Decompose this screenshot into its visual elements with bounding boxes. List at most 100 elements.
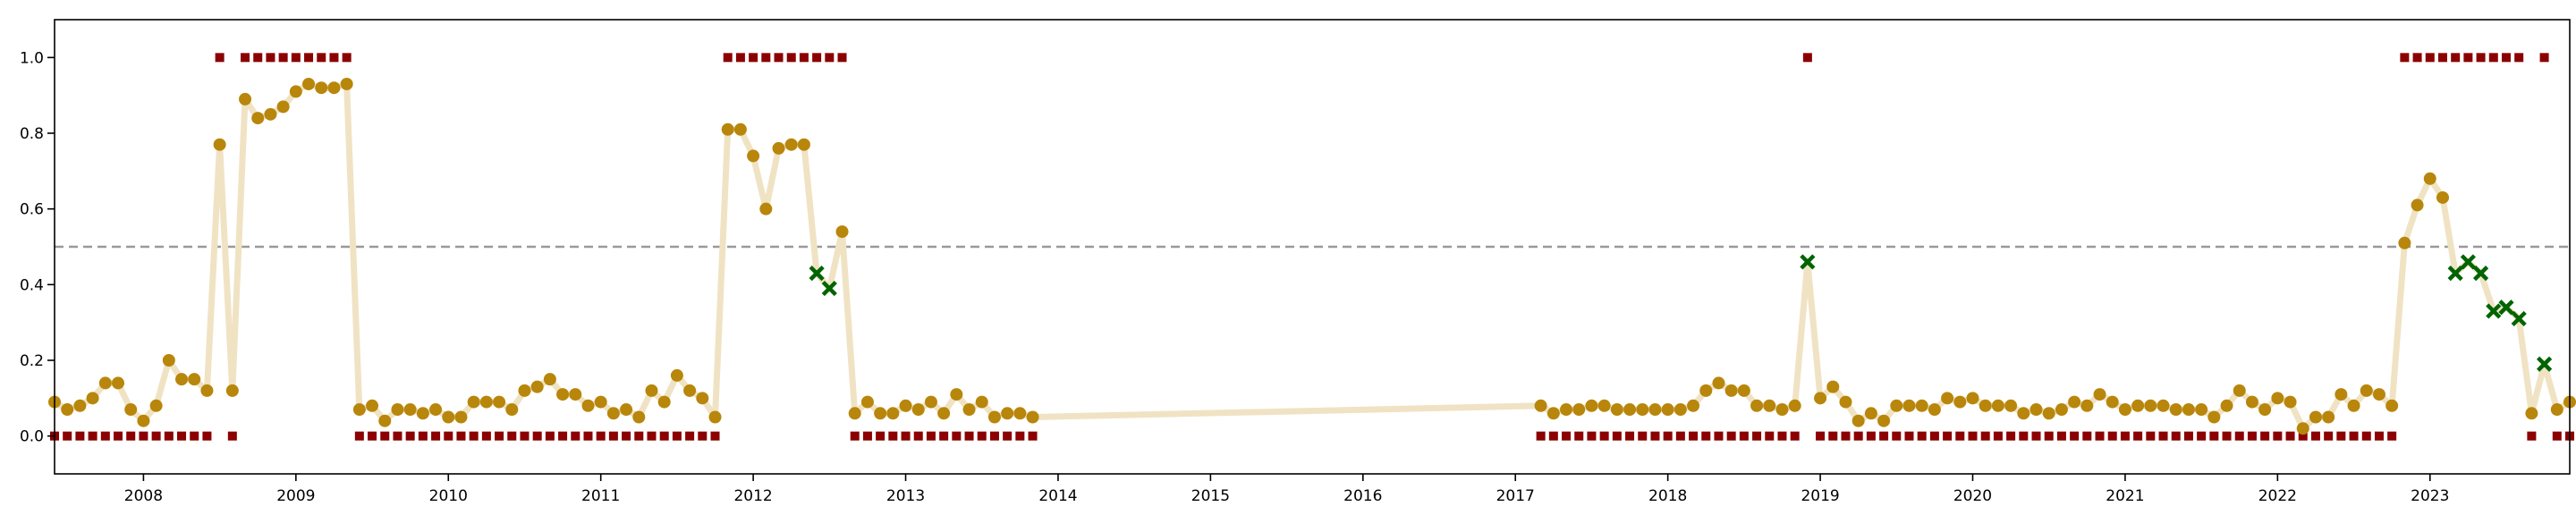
probability-point bbox=[302, 77, 316, 90]
label-marker bbox=[380, 431, 390, 441]
cross-stroke bbox=[2447, 266, 2463, 282]
probability-point bbox=[632, 410, 646, 424]
label-marker bbox=[774, 53, 784, 63]
probability-point bbox=[1546, 407, 1560, 420]
label-marker bbox=[1777, 431, 1787, 441]
probability-point bbox=[1991, 399, 2004, 412]
probability-point bbox=[1572, 403, 1586, 417]
label-marker bbox=[1955, 431, 1965, 441]
probability-point bbox=[1979, 399, 1992, 412]
probability-point bbox=[835, 225, 849, 239]
label-marker bbox=[862, 431, 872, 441]
cross-stroke bbox=[821, 280, 837, 297]
label-marker bbox=[952, 431, 962, 441]
probability-point bbox=[2423, 172, 2436, 185]
label-marker bbox=[2514, 53, 2524, 63]
label-marker bbox=[2552, 431, 2562, 441]
label-marker bbox=[431, 431, 441, 441]
probability-point bbox=[2550, 403, 2563, 417]
label-marker bbox=[876, 431, 886, 441]
x-tick-label: 2010 bbox=[429, 487, 468, 505]
cross-marker bbox=[2447, 266, 2463, 282]
label-marker bbox=[685, 431, 695, 441]
probability-point bbox=[594, 395, 607, 409]
probability-point bbox=[1724, 384, 1738, 397]
label-marker bbox=[2044, 431, 2054, 441]
x-tick-label: 2013 bbox=[886, 487, 925, 505]
probability-point bbox=[645, 384, 658, 397]
probability-point bbox=[1941, 392, 1954, 405]
label-marker bbox=[75, 431, 85, 441]
label-marker bbox=[1853, 431, 1863, 441]
probability-point bbox=[137, 414, 150, 427]
label-marker bbox=[177, 431, 187, 441]
probability-point bbox=[1661, 403, 1674, 417]
cross-stroke bbox=[2486, 303, 2502, 319]
probability-point bbox=[505, 403, 519, 417]
label-marker bbox=[241, 53, 250, 63]
cross-stroke bbox=[2498, 300, 2514, 316]
cross-stroke bbox=[2511, 310, 2527, 327]
label-marker bbox=[63, 431, 72, 441]
probability-point bbox=[1902, 399, 1916, 412]
probability-point bbox=[1560, 403, 1573, 417]
label-marker bbox=[317, 53, 326, 63]
label-marker bbox=[2425, 53, 2435, 63]
label-marker bbox=[647, 431, 657, 441]
label-marker bbox=[354, 431, 364, 441]
label-marker bbox=[1968, 431, 1978, 441]
probability-series-line bbox=[51, 80, 2573, 432]
probability-point bbox=[1712, 376, 1725, 390]
probability-point bbox=[2055, 403, 2068, 417]
x-tick-label: 2011 bbox=[581, 487, 620, 505]
label-marker bbox=[456, 431, 466, 441]
probability-point bbox=[1852, 414, 1865, 427]
label-marker bbox=[190, 431, 199, 441]
label-marker bbox=[1943, 431, 1953, 441]
probability-point bbox=[112, 376, 125, 390]
probability-point bbox=[2360, 384, 2373, 397]
label-marker bbox=[2006, 431, 2016, 441]
y-tick-label: 0.0 bbox=[20, 428, 44, 446]
probability-point bbox=[2220, 399, 2233, 412]
probability-point bbox=[366, 399, 379, 412]
cross-marker bbox=[1800, 254, 1816, 270]
probability-point bbox=[708, 410, 722, 424]
label-marker bbox=[100, 431, 110, 441]
label-marker bbox=[1562, 431, 1572, 441]
probability-point bbox=[1699, 384, 1713, 397]
label-marker bbox=[1587, 431, 1597, 441]
probability-point bbox=[606, 407, 620, 420]
x-tick-label: 2022 bbox=[2258, 487, 2297, 505]
label-marker bbox=[1726, 431, 1736, 441]
probability-point bbox=[1026, 410, 1039, 424]
probability-point bbox=[175, 373, 189, 386]
x-tick-label: 2012 bbox=[733, 487, 772, 505]
label-marker bbox=[393, 431, 402, 441]
probability-point bbox=[2004, 399, 2018, 412]
label-marker bbox=[1929, 431, 1939, 441]
probability-point bbox=[2525, 407, 2538, 420]
label-marker bbox=[126, 431, 136, 441]
probability-point bbox=[98, 376, 112, 390]
label-marker bbox=[2437, 53, 2447, 63]
y-tick-label: 0.2 bbox=[20, 352, 44, 370]
x-tick-label: 2014 bbox=[1038, 487, 1077, 505]
label-marker bbox=[913, 431, 923, 441]
label-marker bbox=[608, 431, 618, 441]
probability-point bbox=[657, 395, 671, 409]
label-marker bbox=[278, 53, 288, 63]
probability-point bbox=[962, 403, 976, 417]
label-marker bbox=[1790, 431, 1800, 441]
label-marker bbox=[2298, 431, 2308, 441]
label-marker bbox=[227, 431, 237, 441]
probability-point bbox=[454, 410, 468, 424]
probability-point bbox=[1001, 407, 1014, 420]
probability-point bbox=[225, 384, 239, 397]
probability-point bbox=[2169, 403, 2182, 417]
cross-stroke bbox=[809, 266, 825, 282]
label-marker bbox=[1816, 431, 1826, 441]
label-marker bbox=[964, 431, 974, 441]
probability-point bbox=[403, 403, 417, 417]
label-marker bbox=[2133, 431, 2143, 441]
